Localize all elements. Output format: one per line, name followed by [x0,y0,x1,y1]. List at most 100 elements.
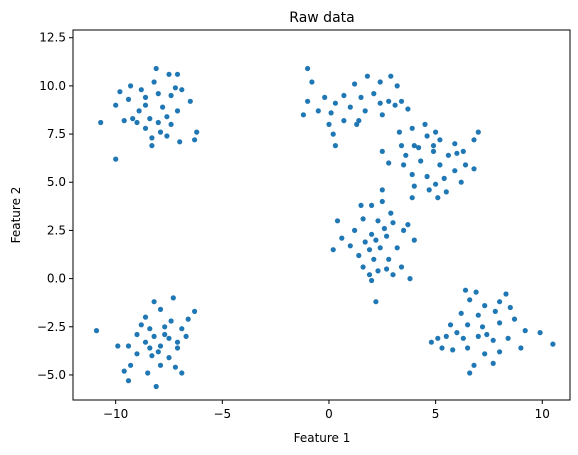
data-point [142,339,149,345]
data-point [125,343,132,349]
data-point [377,79,383,85]
data-point [151,333,157,339]
data-point [471,166,477,172]
data-point [130,116,136,122]
data-point [160,104,166,110]
data-point [352,227,358,233]
data-point [166,355,172,361]
data-point [145,370,151,376]
data-point [435,195,441,201]
y-tick-label: 0.0 [47,272,66,286]
data-point [452,168,458,174]
data-point [437,137,443,143]
data-point [379,198,385,205]
data-point [187,98,193,104]
data-point [334,218,341,224]
data-point [179,87,185,93]
data-point [445,152,451,158]
data-point [405,222,411,228]
data-point [428,339,434,345]
data-point [424,173,430,180]
data-point [155,349,161,355]
data-point [443,333,449,339]
data-point [471,137,477,143]
data-point [168,92,174,99]
data-point [503,291,509,297]
data-point [138,87,144,93]
data-point [121,368,127,374]
data-point [437,162,443,168]
data-point [157,343,164,349]
data-point [479,324,486,330]
data-point [390,272,396,278]
data-point [134,351,140,357]
data-point [450,347,456,353]
data-point [332,143,338,149]
data-point [458,179,464,185]
x-tick-label: 0 [325,407,333,421]
data-point [192,137,198,143]
data-point [381,225,387,232]
data-point [430,148,437,154]
data-point [147,116,153,122]
data-point [179,370,185,376]
data-point [151,299,157,305]
data-point [149,135,155,141]
data-point [398,143,405,149]
data-point [452,141,458,147]
y-tick-label: −5.0 [37,368,66,382]
y-tick-label: 12.5 [39,31,66,45]
data-point [136,108,142,114]
data-point [482,303,488,309]
data-point [388,210,394,216]
data-point [142,102,149,108]
x-tick-label: −5 [213,407,231,421]
data-point [394,245,400,251]
data-point [392,102,398,108]
data-point [490,360,496,366]
y-tick-label: −2.5 [37,320,66,334]
data-point [407,276,413,282]
data-point [426,187,432,193]
data-point [371,91,377,97]
data-point [183,333,189,339]
data-point [424,133,430,139]
data-point [377,245,383,251]
x-axis-label: Feature 1 [294,431,351,445]
data-point [411,183,417,189]
data-point [332,100,338,106]
data-point [373,237,379,243]
data-point [356,118,362,124]
data-point [460,335,466,341]
data-point [194,129,200,135]
data-point [330,247,336,253]
data-point [379,148,385,154]
data-point [460,148,466,154]
data-point [134,119,140,126]
data-point [347,104,353,110]
data-point [484,331,490,338]
data-point [375,268,381,274]
plot-frame [72,29,571,401]
data-point [326,121,332,127]
data-point [179,326,185,332]
x-tick-label: 5 [432,407,440,421]
data-point [401,227,407,233]
data-point [322,94,328,100]
data-point [411,143,417,149]
data-point [379,187,385,193]
x-axis-ticks: −10 −5 0 5 10 [103,400,550,421]
data-point [405,106,411,112]
data-point [174,339,181,345]
data-point [113,156,119,162]
data-point [354,121,360,127]
data-point [157,306,164,312]
data-point [300,112,306,118]
data-point [149,143,155,149]
points-layer [93,65,556,390]
data-point [166,335,172,341]
data-point [305,65,311,72]
data-point [433,181,439,187]
data-point [369,202,375,208]
